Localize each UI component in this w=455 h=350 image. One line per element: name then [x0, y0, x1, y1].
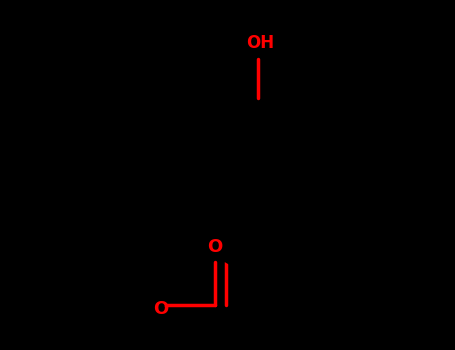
Text: O: O: [153, 300, 168, 318]
Text: O: O: [207, 238, 222, 257]
Text: OH: OH: [246, 34, 274, 51]
